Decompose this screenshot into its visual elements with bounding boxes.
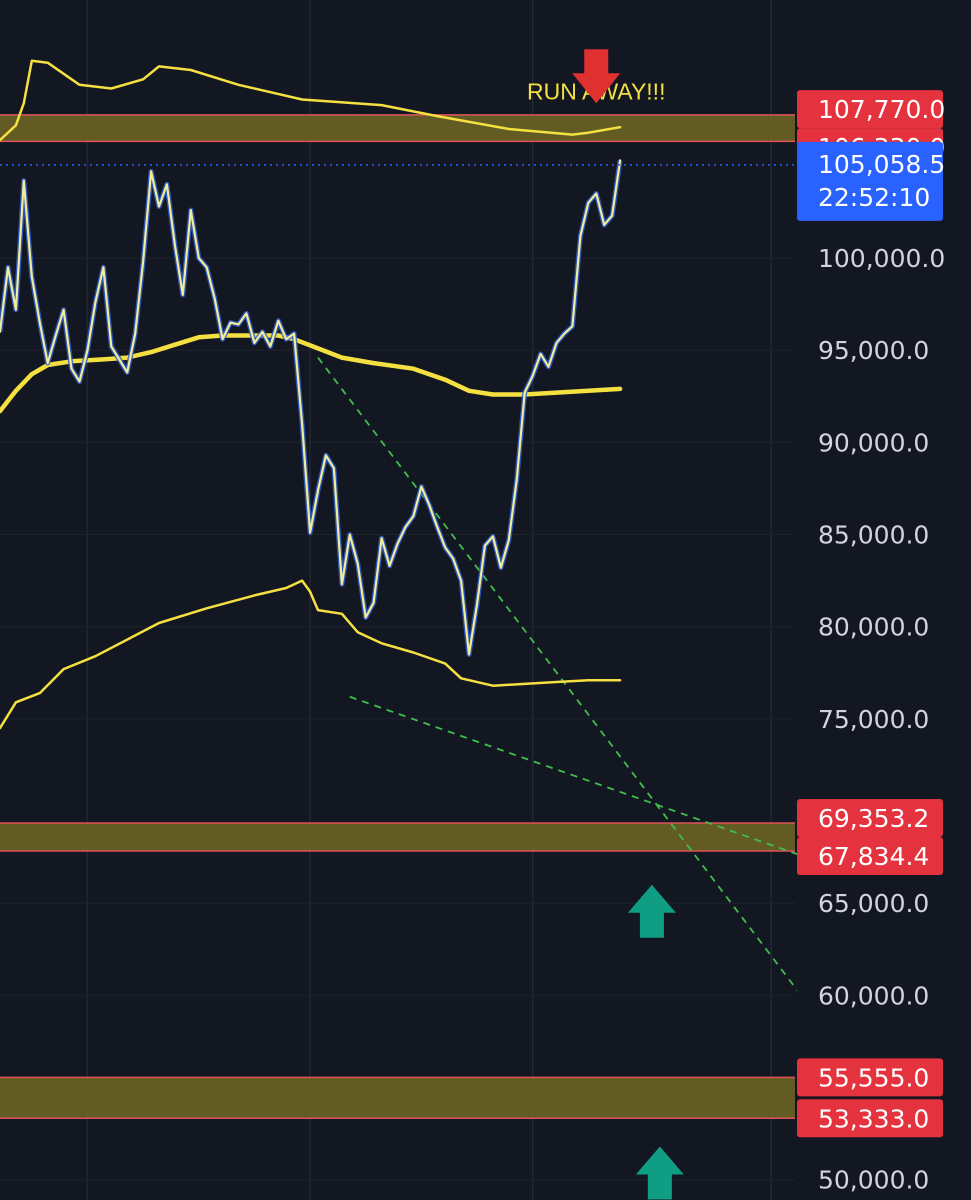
annotations: RUN AWAY!!! bbox=[527, 49, 684, 1200]
y-tick-label: 85,000.0 bbox=[818, 521, 929, 550]
price-tags: 107,770.0106,330.069,353.267,834.455,555… bbox=[797, 90, 945, 1138]
price-tag-label: 69,353.2 bbox=[818, 804, 929, 833]
y-tick-label: 90,000.0 bbox=[818, 428, 929, 457]
trendlines bbox=[317, 357, 812, 1009]
countdown-label: 22:52:10 bbox=[818, 183, 930, 212]
trendline bbox=[317, 357, 812, 1009]
current-price-label: 105,058.5 bbox=[818, 150, 945, 179]
zone-band bbox=[0, 1077, 795, 1119]
series-line bbox=[0, 59, 622, 142]
price-tag bbox=[797, 1099, 943, 1138]
trendline bbox=[349, 695, 812, 860]
support-resistance-zones bbox=[0, 114, 795, 1120]
series-line bbox=[0, 579, 622, 730]
price-tag bbox=[797, 1058, 943, 1097]
y-tick-label: 95,000.0 bbox=[818, 336, 929, 365]
arrow-down-icon bbox=[572, 49, 621, 104]
price-tag-label: 67,834.4 bbox=[818, 842, 929, 871]
price-tag-label: 55,555.0 bbox=[818, 1063, 929, 1092]
y-tick-label: 60,000.0 bbox=[818, 981, 929, 1010]
y-tick-label: 65,000.0 bbox=[818, 889, 929, 918]
price-tag-label: 107,770.0 bbox=[818, 95, 945, 124]
zone-band bbox=[0, 822, 795, 851]
y-tick-label: 80,000.0 bbox=[818, 613, 929, 642]
price-tag bbox=[797, 90, 943, 129]
y-tick-label: 50,000.0 bbox=[818, 1166, 929, 1195]
price-tag bbox=[797, 836, 943, 875]
y-tick-label: 100,000.0 bbox=[818, 244, 945, 273]
y-tick-label: 75,000.0 bbox=[818, 705, 929, 734]
price-tag bbox=[797, 798, 943, 837]
series-line bbox=[0, 159, 622, 656]
arrow-up-icon bbox=[635, 1146, 684, 1200]
price-series bbox=[0, 59, 623, 730]
price-tag-label: 53,333.0 bbox=[818, 1104, 929, 1133]
current-price-tag bbox=[797, 141, 943, 221]
zone-band bbox=[0, 114, 795, 142]
arrow-up-icon bbox=[627, 884, 676, 938]
gridlines bbox=[0, 0, 795, 1200]
